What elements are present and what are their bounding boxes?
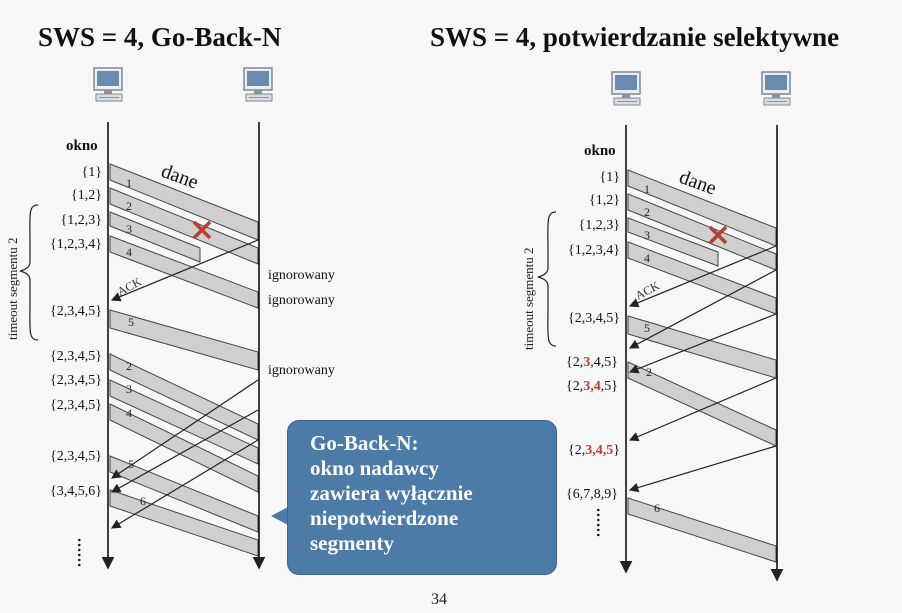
left-window: {2,3,4,5} bbox=[50, 349, 102, 364]
segment-number: 1 bbox=[126, 176, 132, 190]
right-window-labels: {1} {1,2} {1,2,3} {1,2,3,4} {2,3,4,5} bbox=[568, 170, 620, 326]
right-window: {1,2} bbox=[589, 193, 620, 208]
left-window: {1,2} bbox=[71, 188, 102, 203]
computer-icon bbox=[761, 71, 791, 106]
left-window: {3,4,5,6} bbox=[50, 484, 102, 499]
callout-line: Go-Back-N: bbox=[310, 431, 419, 455]
callout-line: zawiera wyłącznie bbox=[310, 481, 473, 505]
right-segment-numbers: 1 2 3 4 5 2 6 bbox=[644, 182, 660, 515]
callout-tail bbox=[271, 507, 288, 525]
page-number: 34 bbox=[431, 591, 447, 608]
left-window: {2,3,4,5} bbox=[50, 449, 102, 464]
right-timeout-label: timeout segmentu 2 bbox=[521, 247, 536, 350]
callout-line: niepotwierdzone bbox=[310, 506, 459, 530]
segment-number: 5 bbox=[128, 457, 134, 471]
segment-number: 5 bbox=[644, 321, 650, 335]
computer-icon bbox=[611, 71, 641, 106]
segment-number: 3 bbox=[644, 228, 650, 242]
segment-number: 4 bbox=[126, 245, 132, 259]
ignored-label: ignorowany bbox=[268, 268, 335, 283]
right-window: {2,3,4,5} bbox=[568, 311, 620, 326]
right-dots: ...... bbox=[593, 508, 610, 538]
left-segment-bands bbox=[109, 163, 259, 557]
right-window-highlighted: {2,3,4,5} {2,3,4,5} {2,3,4,5} {6,7,8,9} bbox=[566, 355, 620, 502]
right-timeout-brace bbox=[537, 211, 557, 347]
callout-line: segmenty bbox=[310, 531, 394, 555]
segment-number: 2 bbox=[126, 199, 132, 213]
left-window: {2,3,4,5} bbox=[50, 398, 102, 413]
computer-icon bbox=[243, 67, 273, 102]
left-ack-lines bbox=[110, 239, 259, 529]
callout-line: okno nadawcy bbox=[310, 456, 439, 480]
segment-number: 3 bbox=[126, 222, 132, 236]
left-ack-label: ACK bbox=[115, 274, 144, 298]
right-window: {1,2,3,4} bbox=[568, 243, 620, 258]
left-timeout-brace bbox=[19, 204, 39, 341]
segment-number: 2 bbox=[126, 359, 132, 373]
right-window: {6,7,8,9} bbox=[566, 487, 618, 502]
right-window: {2,3,4,5} bbox=[566, 355, 618, 370]
left-timeout-label: timeout segmentu 2 bbox=[5, 237, 20, 340]
title-left: SWS = 4, Go-Back-N bbox=[38, 22, 282, 52]
segment-number: 4 bbox=[126, 406, 132, 420]
right-window: {2,3,4,5} bbox=[566, 379, 618, 394]
left-segment-numbers: 1 2 3 4 5 2 3 4 5 6 bbox=[126, 176, 146, 508]
ignored-label: ignorowany bbox=[268, 363, 335, 378]
segment-number: 1 bbox=[644, 182, 650, 196]
right-window: {1} bbox=[600, 170, 620, 185]
right-ack-lines bbox=[628, 245, 777, 493]
segment-number: 6 bbox=[140, 494, 146, 508]
computer-icon bbox=[93, 67, 123, 102]
left-window: {2,3,4,5} bbox=[50, 304, 102, 319]
left-window-header: okno bbox=[66, 138, 98, 154]
left-window: {1,2,3} bbox=[61, 213, 102, 228]
segment-number: 2 bbox=[644, 205, 650, 219]
segment-number: 2 bbox=[646, 365, 652, 379]
left-window: {2,3,4,5} bbox=[50, 373, 102, 388]
loss-x-icon bbox=[192, 220, 212, 240]
left-ignored-labels: ignorowany ignorowany ignorowany bbox=[268, 268, 335, 378]
right-window: {2,3,4,5} bbox=[568, 443, 620, 458]
left-window: {1,2,3,4} bbox=[50, 237, 102, 252]
left-window-labels: {1} {1,2} {1,2,3} {1,2,3,4} {2,3,4,5} {2… bbox=[50, 165, 102, 499]
left-window: {1} bbox=[82, 165, 102, 180]
right-window: {1,2,3} bbox=[579, 218, 620, 233]
segment-number: 6 bbox=[654, 501, 660, 515]
right-window-header: okno bbox=[584, 143, 616, 159]
title-right: SWS = 4, potwierdzanie selektywne bbox=[430, 22, 840, 52]
left-dots: ...... bbox=[74, 538, 91, 568]
ignored-label: ignorowany bbox=[268, 293, 335, 308]
segment-number: 5 bbox=[128, 315, 134, 329]
go-back-n-callout: Go-Back-N: okno nadawcy zawiera wyłączni… bbox=[287, 420, 557, 575]
segment-number: 3 bbox=[126, 382, 132, 396]
segment-number: 4 bbox=[644, 251, 650, 265]
loss-x-icon bbox=[708, 225, 728, 245]
